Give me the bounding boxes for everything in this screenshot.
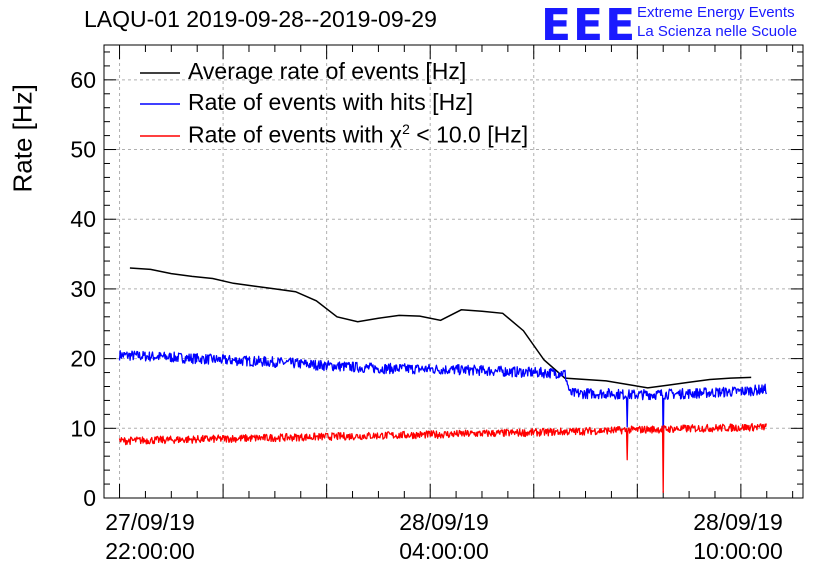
y-tick-label-30: 30 [70,276,96,302]
x-tick-date-3: 28/09/19 [693,509,783,535]
plot-frame [103,44,804,499]
x-tick-label-1: 27/09/19 22:00:00 [80,508,220,566]
legend-chi2-sup: 2 [402,121,410,137]
y-tick-label-40: 40 [70,206,96,232]
legend-label-chi2: Rate of events with χ2 < 10.0 [Hz] [188,121,528,149]
y-tick-label-10: 10 [70,415,96,441]
legend-chi2-suffix: < 10.0 [Hz] [409,121,529,148]
y-tick-label-0: 0 [83,485,96,511]
logo-caption-line2: La Scienza nelle Scuole [637,23,798,40]
chart-title: LAQU-01 2019-09-28--2019-09-29 [84,6,437,32]
legend-chi2-prefix: Rate of events with χ [188,121,403,148]
legend-label-average: Average rate of events [Hz] [188,58,467,84]
series-line-chi2-rate [118,422,767,494]
y-tick-label-20: 20 [70,346,96,372]
legend-label-hits: Rate of events with hits [Hz] [188,89,474,115]
x-tick-time-1: 22:00:00 [105,538,195,564]
y-tick-label-50: 50 [70,137,96,163]
x-tick-date-1: 27/09/19 [105,509,195,535]
logo-caption-line1: Extreme Energy Events [637,4,795,21]
series-line-average-rate [129,267,752,389]
logo-caption: Extreme Energy Events La Scienza nelle S… [637,3,797,41]
x-tick-date-2: 28/09/19 [399,509,489,535]
x-tick-label-3: 28/09/19 10:00:00 [668,508,808,566]
eee-logo: EEE [541,0,638,51]
x-tick-label-2: 28/09/19 04:00:00 [374,508,514,566]
y-tick-label-60: 60 [70,67,96,93]
x-tick-time-2: 04:00:00 [399,538,489,564]
series-line-hits-rate [118,350,767,449]
x-tick-time-3: 10:00:00 [693,538,783,564]
